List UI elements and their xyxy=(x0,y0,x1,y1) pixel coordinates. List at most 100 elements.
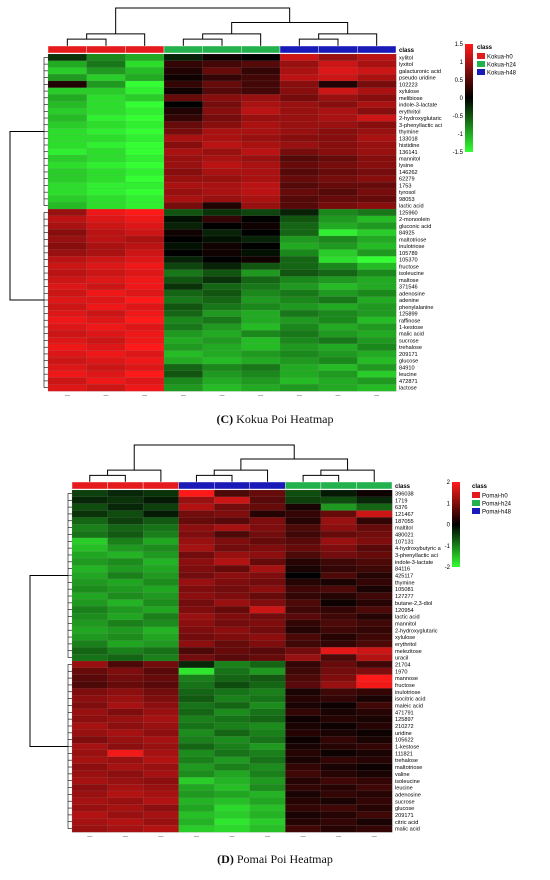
heatmap-cell xyxy=(107,606,144,614)
heatmap-cell xyxy=(214,565,251,573)
heatmap-cell xyxy=(125,60,165,68)
heatmap-cell xyxy=(357,107,397,116)
heatmap-cell xyxy=(107,592,144,600)
heatmap-cell xyxy=(320,660,357,669)
heatmap-cell xyxy=(125,303,165,311)
heatmap-cell xyxy=(356,667,393,676)
heatmap-cell xyxy=(214,619,251,628)
heatmap-cell xyxy=(178,736,215,744)
row-label: raffinose xyxy=(399,318,420,324)
heatmap-cell xyxy=(241,289,281,298)
legend-swatch xyxy=(477,53,485,59)
heatmap-cell xyxy=(47,235,88,244)
heatmap-cell xyxy=(107,777,144,785)
row-label: 125897 xyxy=(395,717,414,723)
heatmap-cell xyxy=(163,134,204,142)
heatmap-cell xyxy=(47,188,88,196)
heatmap-cell xyxy=(318,202,358,210)
heatmap-cell xyxy=(214,695,251,703)
heatmap-cell xyxy=(318,215,358,223)
row-label: uracil xyxy=(395,656,408,662)
heatmap-cell xyxy=(241,370,281,378)
heatmap-cell xyxy=(86,323,126,331)
heatmap-cell xyxy=(86,87,126,95)
heatmap-cell xyxy=(279,121,320,129)
heatmap-cell xyxy=(71,825,108,833)
heatmap-cell xyxy=(279,269,320,277)
heatmap-cell xyxy=(202,310,242,318)
heatmap-cell xyxy=(71,715,108,723)
class-bar-cell xyxy=(320,481,357,490)
heatmap-cell xyxy=(47,208,88,217)
heatmap-cell xyxy=(163,242,204,250)
heatmap-cell xyxy=(86,337,126,345)
heatmap-cell xyxy=(202,175,242,183)
heatmap-cell xyxy=(249,797,286,806)
heatmap-cell xyxy=(163,107,204,116)
heatmap-cell xyxy=(71,804,108,812)
heatmap-cell xyxy=(241,181,281,190)
dendrogram-branch xyxy=(231,21,349,34)
color-key-tick: -0.5 xyxy=(453,114,464,120)
heatmap-cell xyxy=(107,585,144,593)
heatmap-cell xyxy=(320,674,357,682)
heatmap-cell xyxy=(47,202,88,210)
heatmap-cell xyxy=(125,323,165,331)
heatmap-cell xyxy=(320,524,357,532)
heatmap-cell xyxy=(279,60,320,68)
row-label: 3-phenyllactic aci xyxy=(395,553,438,559)
heatmap-cell xyxy=(178,715,215,723)
heatmap-cell xyxy=(249,510,286,518)
column-label: — xyxy=(230,834,235,840)
row-label: sucrose xyxy=(395,799,415,805)
heatmap-cell xyxy=(318,128,358,136)
heatmap-cell xyxy=(202,148,242,156)
heatmap-cell xyxy=(143,804,180,812)
heatmap-cell xyxy=(107,613,144,621)
heatmap-cell xyxy=(241,357,281,365)
heatmap-cell xyxy=(241,229,281,237)
class-bar-cell xyxy=(47,45,87,54)
heatmap-cell xyxy=(214,708,251,717)
heatmap-cell xyxy=(279,337,320,345)
heatmap-cell xyxy=(202,296,242,304)
heatmap-cell xyxy=(241,161,281,169)
heatmap-cell xyxy=(125,249,165,257)
heatmap-cell xyxy=(202,289,242,298)
heatmap-cell xyxy=(178,660,215,669)
row-label: valine xyxy=(395,772,410,778)
heatmap-cell xyxy=(178,626,215,635)
heatmap-cell xyxy=(285,695,322,703)
heatmap-cell xyxy=(241,208,281,217)
heatmap-cell xyxy=(279,128,320,136)
row-label: erythritol xyxy=(395,642,416,648)
heatmap-cell xyxy=(356,496,393,505)
heatmap-cell xyxy=(357,60,397,68)
heatmap-cell xyxy=(178,708,215,717)
heatmap-cell xyxy=(285,537,322,546)
heatmap-cell xyxy=(125,289,165,298)
class-bar-cell xyxy=(249,481,286,490)
heatmap-cell xyxy=(143,743,180,751)
row-label: 84116 xyxy=(395,567,410,573)
heatmap-cell xyxy=(320,578,357,587)
heatmap-cell xyxy=(163,235,204,244)
row-label: gluconic acid xyxy=(399,224,431,230)
heatmap-cell xyxy=(47,384,88,392)
heatmap-cell xyxy=(163,330,204,338)
heatmap-cell xyxy=(107,660,144,669)
row-label: melibiose xyxy=(399,96,423,102)
heatmap-cell xyxy=(214,640,251,648)
heatmap-cell xyxy=(163,283,204,291)
heatmap-cell xyxy=(71,695,108,703)
heatmap-cell xyxy=(279,350,320,358)
heatmap-cell xyxy=(241,168,281,176)
heatmap-cell xyxy=(318,343,358,351)
heatmap-cell xyxy=(71,654,108,662)
heatmap-cell xyxy=(125,175,165,183)
heatmap-cell xyxy=(163,269,204,277)
heatmap-cell xyxy=(318,114,358,122)
heatmap-cell xyxy=(249,770,286,778)
heatmap-cell xyxy=(86,168,126,176)
heatmap-cell xyxy=(214,674,251,682)
